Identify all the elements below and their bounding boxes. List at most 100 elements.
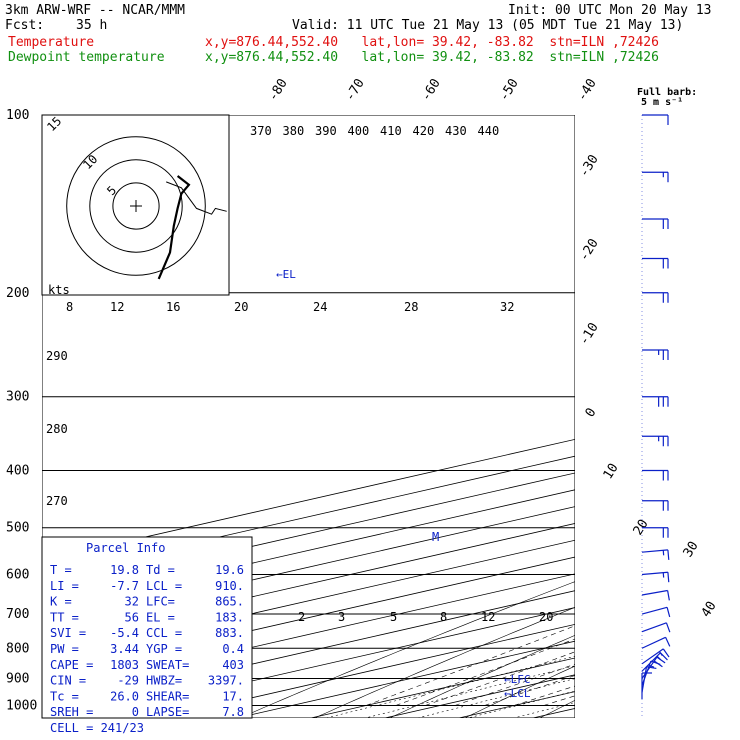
speed-label: 20: [234, 300, 248, 314]
moist-adiabat: [454, 663, 575, 706]
theta-label: 390: [315, 124, 337, 138]
parcel-value: 32: [125, 595, 139, 609]
moist-adiabat: [395, 638, 575, 706]
parcel-value: 26.0: [110, 689, 139, 703]
theta-label: 400: [348, 124, 370, 138]
pressure-label-100: 100: [6, 108, 29, 123]
parcel-key: Td =: [146, 563, 175, 577]
mixing-ratio-line: [417, 678, 575, 718]
temperature-legend-label: Temperature: [8, 35, 95, 50]
parcel-value: -29: [117, 674, 139, 688]
mixing-ratio-line: [326, 655, 575, 718]
parcel-key: CAPE =: [50, 658, 93, 672]
mixing-ratio-label: 8: [440, 610, 447, 624]
forecast-label: Fcst:: [5, 18, 45, 33]
parcel-key: LAPSE=: [146, 705, 189, 719]
dry-adiabat: [464, 665, 575, 718]
isotherm-label: -20: [577, 236, 602, 264]
parcel-key: YGP =: [146, 642, 182, 656]
parcel-value: 865.: [215, 595, 244, 609]
theta-left-label: 280: [46, 422, 68, 436]
barb-staff: [641, 622, 667, 633]
parcel-cell: CELL = 241/23: [50, 721, 144, 735]
parcel-value: 3.44: [110, 642, 139, 656]
moist-adiabat: [573, 704, 575, 706]
moist-adiabat: [365, 625, 575, 706]
isotherm-line: [42, 573, 575, 696]
marker-m: M: [432, 530, 439, 544]
theta-label: 410: [380, 124, 402, 138]
wind-barb: [641, 571, 670, 583]
isotherm-label: -80: [266, 76, 291, 104]
isotherm-label: -60: [419, 76, 444, 104]
parcel-value: 19.6: [215, 563, 244, 577]
parcel-key: PW =: [50, 642, 79, 656]
parcel-value: 7.8: [222, 705, 244, 719]
hodograph-trace: [157, 175, 191, 280]
isotherm-label: -70: [343, 76, 368, 104]
mixing-ratio-label: 5: [390, 610, 397, 624]
wind-barb: [642, 292, 669, 303]
isotherm-label: 10: [601, 461, 622, 482]
theta-left-label: 270: [46, 494, 68, 508]
isotherm-line: [681, 115, 740, 718]
mixing-ratio-label: 3: [338, 610, 345, 624]
hodograph-ring: [89, 159, 183, 253]
wind-barb: [642, 257, 669, 269]
valid-time: Valid: 11 UTC Tue 21 May 13 (05 MDT Tue …: [292, 18, 684, 33]
parcel-key: TT =: [50, 610, 79, 624]
marker-lcl: ←LCL: [504, 687, 531, 700]
parcel-key: CIN =: [50, 674, 86, 688]
parcel-value: 0: [132, 705, 139, 719]
wind-barb: [642, 218, 669, 229]
wind-barb: [642, 396, 669, 407]
parcel-key: SREH =: [50, 705, 93, 719]
barb-staff: [641, 571, 668, 576]
dewpoint-location: x,y=876.44,552.40 lat,lon= 39.42, -83.82…: [205, 50, 659, 65]
isotherm-line: [532, 708, 575, 718]
barb-staff: [641, 606, 668, 615]
marker-el: ←EL: [276, 268, 296, 281]
wind-barb: [642, 349, 669, 360]
dewpoint-legend-label: Dewpoint temperature: [8, 50, 165, 65]
parcel-key: Tc =: [50, 689, 79, 703]
theta-label: 370: [250, 124, 272, 138]
wind-barb: [642, 500, 669, 511]
parcel-key: SVI =: [50, 626, 86, 640]
dry-adiabat: [690, 115, 740, 718]
moist-adiabat: [484, 675, 575, 706]
speed-label: 24: [313, 300, 327, 314]
parcel-value: 883.: [215, 626, 244, 640]
speed-label: 8: [66, 300, 73, 314]
barb-flag: [665, 622, 671, 633]
parcel-key: T =: [50, 563, 72, 577]
isotherm-label: -30: [577, 152, 602, 180]
moist-adiabat: [662, 293, 740, 706]
isotherm-line: [42, 556, 575, 679]
temperature-location: x,y=876.44,552.40 lat,lon= 39.42, -83.82…: [205, 35, 659, 50]
parcel-value: 3397.: [208, 674, 244, 688]
barb-flag: [653, 660, 663, 668]
parcel-key: EL =: [146, 610, 175, 624]
parcel-value: 1803: [110, 658, 139, 672]
mixing-ratio-label: 20: [539, 610, 553, 624]
profile-temperature: [614, 115, 740, 706]
pressure-label-800: 800: [6, 641, 29, 656]
marker-lfc: ←LFC: [504, 673, 531, 686]
wind-barb: [641, 606, 671, 618]
parcel-value: 403: [222, 658, 244, 672]
theta-left-label: 290: [46, 349, 68, 363]
theta-label: 440: [478, 124, 500, 138]
parcel-key: SHEAR=: [146, 689, 189, 703]
parcel-key: SWEAT=: [146, 658, 189, 672]
pressure-label-700: 700: [6, 607, 29, 622]
isotherm-label: 30: [681, 539, 702, 560]
wind-barb: [641, 622, 671, 633]
barb-staff: [641, 589, 668, 596]
barb-flag: [667, 590, 670, 601]
speed-label: 16: [166, 300, 180, 314]
hodograph-ring: [112, 182, 160, 230]
speed-label: 32: [500, 300, 514, 314]
mixing-ratio-label: 12: [481, 610, 495, 624]
parcel-key: CCL =: [146, 626, 182, 640]
